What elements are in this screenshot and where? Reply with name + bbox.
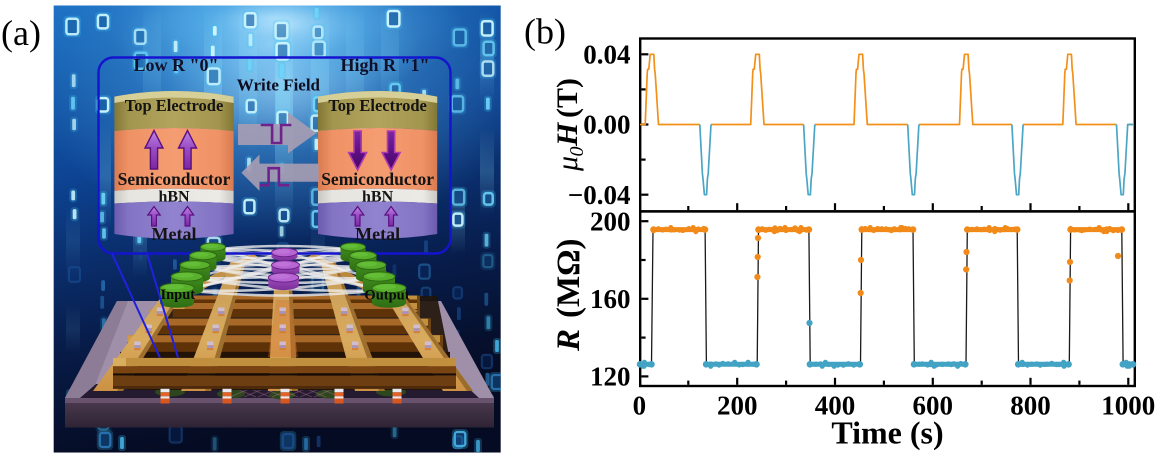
svg-text:High R "1": High R "1"	[341, 55, 430, 75]
svg-text:800: 800	[1010, 391, 1051, 421]
svg-text:Input: Input	[160, 287, 195, 303]
svg-text:Semiconductor: Semiconductor	[118, 169, 231, 189]
svg-text:Write Field: Write Field	[237, 76, 321, 95]
svg-text:0: 0	[633, 391, 647, 421]
svg-text:0.00: 0.00	[583, 110, 630, 140]
svg-text:Metal: Metal	[152, 224, 197, 244]
svg-text:Top Electrode: Top Electrode	[328, 96, 427, 115]
svg-text:Output: Output	[364, 288, 409, 304]
svg-text:hBN: hBN	[158, 189, 190, 206]
svg-text:hBN: hBN	[362, 189, 394, 206]
svg-text:−0.04: −0.04	[568, 180, 631, 210]
svg-text:600: 600	[913, 391, 954, 421]
svg-text:(T): (T)	[551, 78, 584, 118]
svg-text:μ: μ	[551, 156, 584, 172]
svg-text:Metal: Metal	[355, 224, 400, 244]
svg-text:(a): (a)	[1, 13, 41, 53]
svg-text:1000: 1000	[1101, 391, 1155, 421]
svg-text:120: 120	[590, 362, 631, 392]
svg-text:Time (s): Time (s)	[831, 415, 943, 451]
svg-text:R: R	[551, 329, 587, 352]
svg-text:(b): (b)	[524, 12, 566, 52]
svg-text:Semiconductor: Semiconductor	[321, 169, 434, 189]
svg-text:400: 400	[815, 391, 856, 421]
svg-text:0: 0	[566, 147, 588, 157]
svg-text:H: H	[551, 121, 584, 147]
svg-text:160: 160	[590, 284, 631, 314]
svg-text:Low R "0": Low R "0"	[134, 55, 219, 75]
svg-text:(MΩ): (MΩ)	[551, 238, 587, 318]
svg-text:Top Electrode: Top Electrode	[125, 96, 224, 115]
svg-text:200: 200	[717, 391, 758, 421]
svg-text:0.04: 0.04	[583, 40, 630, 70]
svg-text:200: 200	[590, 206, 631, 236]
